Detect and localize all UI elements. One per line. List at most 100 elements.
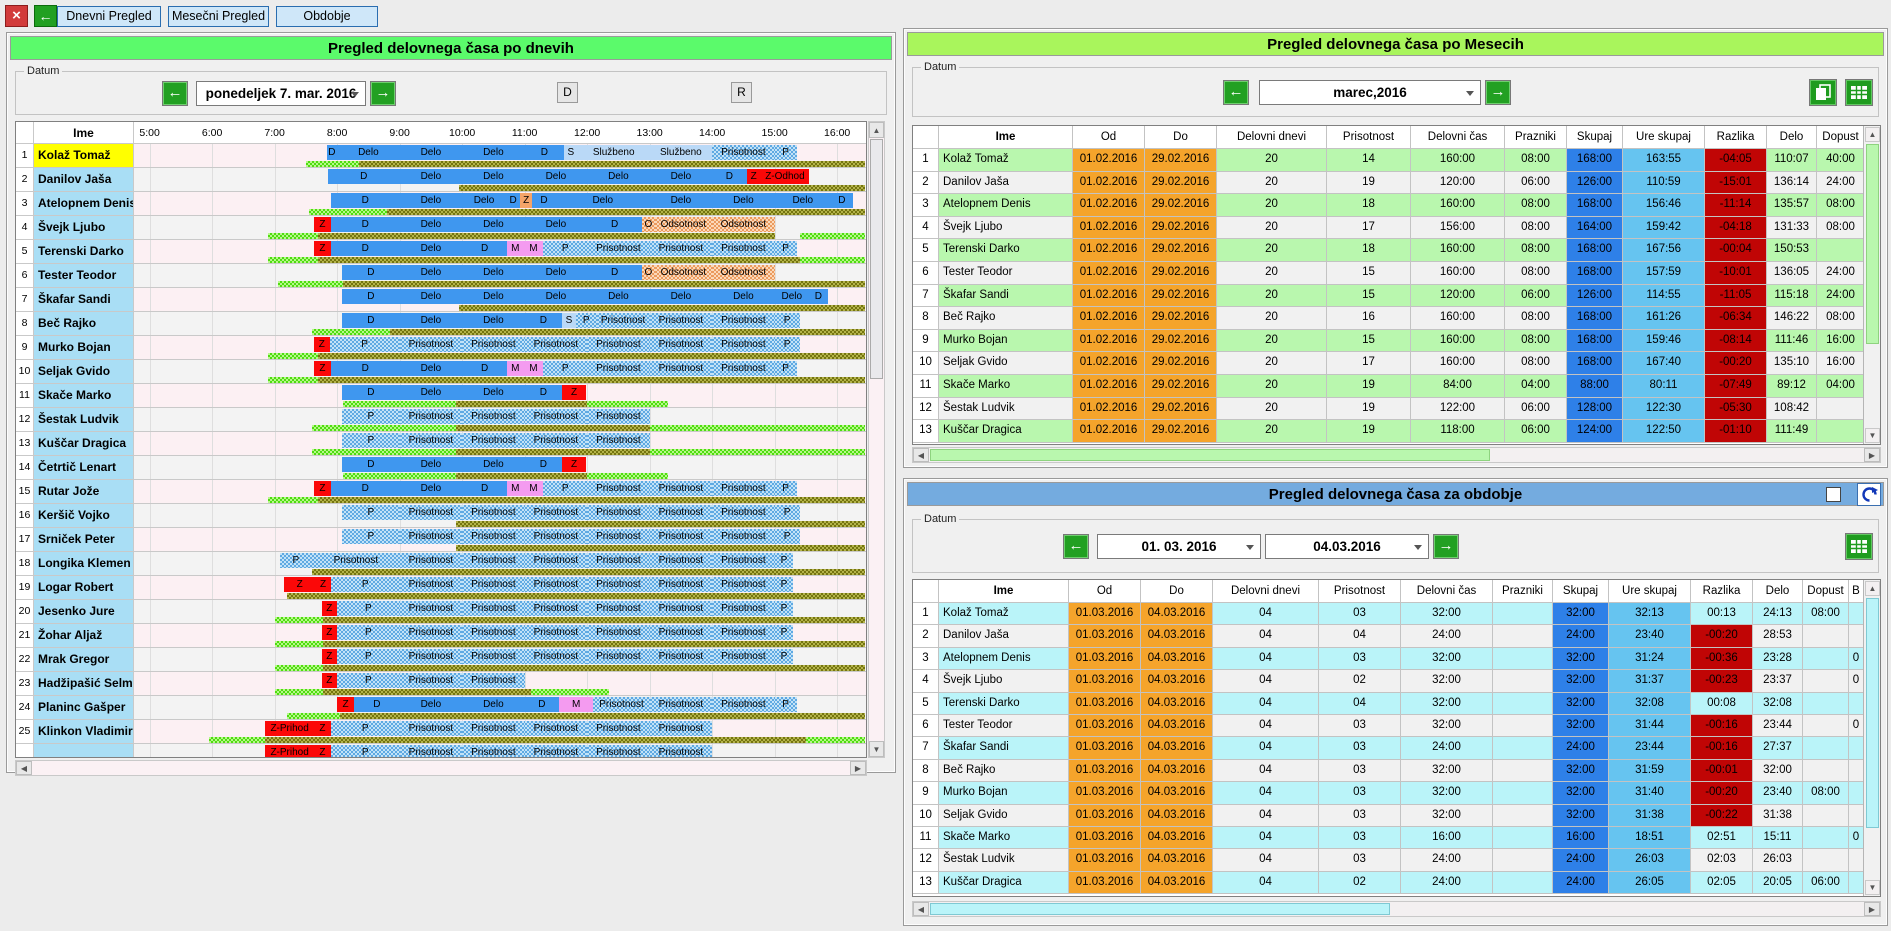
column-header[interactable]: Do bbox=[1141, 580, 1213, 602]
column-header[interactable]: Od bbox=[1069, 580, 1141, 602]
gantt-segment[interactable]: D bbox=[809, 289, 828, 304]
gantt-segment[interactable]: D bbox=[505, 193, 521, 208]
table-row[interactable]: 3 Atelopnem Denis 01.03.2016 04.03.2016 04 03… bbox=[913, 647, 1880, 671]
gantt-segment[interactable]: P bbox=[330, 745, 400, 757]
month-select[interactable]: marec,2016 bbox=[1259, 80, 1481, 105]
gantt-segment[interactable]: Delo bbox=[399, 697, 463, 712]
gantt-row[interactable]: 19 Logar Robert Z Z P Prisotnost Prisotnost Pri… bbox=[16, 576, 866, 600]
column-header[interactable]: Delovni čas bbox=[1401, 580, 1493, 602]
employee-name[interactable]: Seljak Gvido bbox=[34, 360, 134, 383]
gantt-segment[interactable]: Z bbox=[314, 337, 330, 352]
gantt-segment[interactable]: Prisotnost bbox=[712, 625, 775, 640]
column-header[interactable]: Ure skupaj bbox=[1623, 126, 1705, 148]
gantt-segment[interactable]: P bbox=[330, 577, 400, 592]
gantt-segment[interactable]: Prisotnost bbox=[524, 649, 588, 664]
gantt-segment[interactable]: Z bbox=[520, 193, 533, 208]
gantt-segment[interactable]: Prisotnost bbox=[524, 601, 588, 616]
column-header[interactable]: Dopust bbox=[1817, 126, 1865, 148]
gantt-segment[interactable]: S bbox=[564, 145, 578, 160]
gantt-segment[interactable]: P bbox=[342, 529, 400, 544]
table-row[interactable]: 10 Seljak Gvido 01.03.2016 04.03.2016 04 03 32… bbox=[913, 804, 1880, 827]
gantt-segment[interactable]: P bbox=[337, 601, 400, 616]
gantt-segment[interactable]: Prisotnost bbox=[462, 553, 525, 568]
gantt-segment[interactable]: Prisotnost bbox=[587, 337, 650, 352]
next-day-button[interactable]: → bbox=[370, 81, 396, 106]
gantt-segment[interactable]: Delo bbox=[524, 265, 588, 280]
gantt-segment[interactable]: Prisotnost bbox=[462, 649, 525, 664]
gantt-row[interactable]: 25 Klinkon Vladimir Z-Prihod Z P Prisotnost Pr… bbox=[16, 720, 866, 744]
gantt-segment[interactable]: Prisotnost bbox=[399, 553, 463, 568]
tab-dnevni-pregled[interactable]: Dnevni Pregled bbox=[57, 6, 161, 27]
column-header[interactable]: Prazniki bbox=[1505, 126, 1567, 148]
gantt-segment[interactable]: Prisotnost bbox=[462, 505, 525, 520]
table-row[interactable]: 4 Švejk Ljubo 01.02.2016 29.02.2016 20 17 156:… bbox=[913, 216, 1880, 240]
gantt-segment[interactable]: Prisotnost bbox=[524, 409, 588, 424]
table-row[interactable]: 8 Beč Rajko 01.02.2016 29.02.2016 20 16 160:00… bbox=[913, 307, 1880, 330]
refresh-button[interactable] bbox=[1857, 483, 1881, 506]
gantt-segment[interactable]: Prisotnost bbox=[312, 553, 400, 568]
gantt-segment[interactable]: Delo bbox=[462, 265, 525, 280]
gantt-segment[interactable]: Odsotnost bbox=[654, 265, 713, 280]
employee-name[interactable]: Hadžipašić Selma bbox=[34, 672, 134, 695]
employee-name[interactable]: Četrtič Lenart bbox=[34, 456, 134, 479]
period-from-select[interactable]: 01. 03. 2016 bbox=[1097, 534, 1261, 559]
table-row[interactable]: 6 Tester Teodor 01.03.2016 04.03.2016 04 03 32… bbox=[913, 714, 1880, 738]
gantt-segment[interactable]: Prisotnost bbox=[649, 625, 713, 640]
period-export-table-button[interactable] bbox=[1845, 533, 1873, 560]
table-row[interactable]: 11 Skače Marko 01.02.2016 29.02.2016 20 19 84:… bbox=[913, 374, 1880, 398]
gantt-segment[interactable]: Prisotnost bbox=[399, 433, 463, 448]
gantt-segment[interactable]: P bbox=[575, 313, 597, 328]
gantt-segment[interactable]: P bbox=[774, 145, 797, 160]
gantt-segment[interactable]: D bbox=[524, 313, 563, 328]
table-row[interactable]: 7 Škafar Sandi 01.02.2016 29.02.2016 20 15 120… bbox=[913, 284, 1880, 308]
monthly-vscrollbar[interactable]: ▲ ▼ bbox=[1863, 126, 1880, 444]
gantt-segment[interactable]: P bbox=[337, 673, 400, 688]
prev-day-button[interactable]: ← bbox=[162, 81, 188, 106]
next-period-button[interactable]: → bbox=[1433, 534, 1459, 559]
table-row[interactable]: 1 Kolaž Tomaž 01.03.2016 04.03.2016 04 03 32:0… bbox=[913, 603, 1880, 626]
gantt-segment[interactable]: Prisotnost bbox=[399, 337, 463, 352]
gantt-row[interactable]: 3 Atelopnem Denis D Delo Delo D Z D Delo Delo Delo… bbox=[16, 192, 866, 216]
table-row[interactable]: 3 Atelopnem Denis 01.02.2016 29.02.2016 20 18… bbox=[913, 194, 1880, 217]
gantt-segment[interactable]: P bbox=[330, 721, 400, 736]
column-header[interactable]: Prisotnost bbox=[1327, 126, 1411, 148]
gantt-segment[interactable]: Delo bbox=[399, 361, 463, 376]
gantt-row[interactable]: 6 Tester Teodor D Delo Delo Delo D O Odsotnost Od… bbox=[16, 264, 866, 288]
gantt-segment[interactable]: Prisotnost bbox=[712, 337, 775, 352]
gantt-segment[interactable]: Delo bbox=[399, 265, 463, 280]
gantt-segment[interactable]: D bbox=[342, 457, 400, 472]
gantt-segment[interactable]: Prisotnost bbox=[712, 697, 775, 712]
gantt-segment[interactable]: P bbox=[337, 625, 400, 640]
gantt-row[interactable]: 22 Mrak Gregor Z P Prisotnost Prisotnost Priso… bbox=[16, 648, 866, 672]
table-row[interactable]: 11 Skače Marko 01.03.2016 04.03.2016 04 03 16:… bbox=[913, 826, 1880, 850]
gantt-segment[interactable]: Delo bbox=[462, 457, 525, 472]
employee-name[interactable]: Mrak Gregor bbox=[34, 648, 134, 671]
gantt-segment[interactable]: Prisotnost bbox=[587, 481, 650, 496]
gantt-segment[interactable]: Prisotnost bbox=[649, 505, 713, 520]
gantt-segment[interactable]: Delo bbox=[399, 169, 463, 184]
gantt-segment[interactable]: P bbox=[774, 337, 800, 352]
gantt-segment[interactable]: O bbox=[642, 217, 655, 232]
table-row[interactable]: 6 Tester Teodor 01.02.2016 29.02.2016 20 15 16… bbox=[913, 261, 1880, 285]
gantt-segment[interactable]: P bbox=[342, 409, 400, 424]
tab-mesecni-pregled[interactable]: Mesečni Pregled bbox=[168, 6, 269, 27]
gantt-segment[interactable]: Delo bbox=[649, 289, 713, 304]
gantt-segment[interactable]: Delo bbox=[399, 241, 463, 256]
gantt-segment[interactable]: P bbox=[543, 481, 588, 496]
column-header[interactable]: Dopust bbox=[1803, 580, 1849, 602]
r-button[interactable]: R bbox=[731, 82, 752, 103]
gantt-segment[interactable]: Prisotnost bbox=[524, 577, 588, 592]
table-row[interactable]: 10 Seljak Gvido 01.02.2016 29.02.2016 20 17 16… bbox=[913, 352, 1880, 375]
table-row[interactable]: 5 Terenski Darko 01.03.2016 04.03.2016 04 04 3… bbox=[913, 692, 1880, 715]
gantt-row[interactable]: 10 Seljak Gvido Z D Delo D M M P Prisotnost Prisot… bbox=[16, 360, 866, 384]
prev-month-button[interactable]: ← bbox=[1223, 80, 1249, 105]
gantt-segment[interactable]: P bbox=[774, 505, 800, 520]
gantt-segment[interactable]: Prisotnost bbox=[649, 337, 713, 352]
table-row[interactable]: 12 Šestak Ludvik 01.03.2016 04.03.2016 04 03 2… bbox=[913, 849, 1880, 872]
employee-name[interactable]: Planinc Gašper bbox=[34, 696, 134, 719]
gantt-segment[interactable]: Prisotnost bbox=[524, 505, 588, 520]
gantt-segment[interactable]: Z bbox=[746, 169, 761, 184]
gantt-segment[interactable]: Prisotnost bbox=[587, 625, 650, 640]
gantt-segment[interactable]: Prisotnost bbox=[462, 745, 525, 757]
column-header[interactable]: Prisotnost bbox=[1319, 580, 1401, 602]
